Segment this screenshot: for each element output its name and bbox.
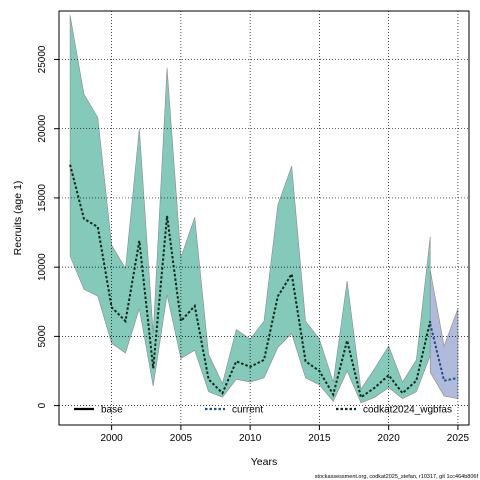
y-tick-label-10000: 10000 — [37, 253, 48, 281]
x-axis-title: Years — [251, 456, 277, 468]
line-codkat2024_wgbfas — [69, 164, 432, 399]
y-axis-title: Recruits (age 1) — [12, 181, 24, 256]
x-tick-label-2015: 2015 — [308, 433, 331, 444]
line-current — [429, 323, 459, 382]
x-tick-label-2020: 2020 — [378, 433, 401, 444]
band-codkat2024_wgbfas — [69, 15, 431, 404]
y-tick-label-0: 0 — [37, 402, 48, 408]
grid-lines — [59, 11, 469, 425]
plot-frame — [58, 10, 470, 426]
y-tick-label-25000: 25000 — [37, 45, 48, 73]
x-axis: 2000 2005 2010 2015 2020 2025 — [101, 425, 470, 444]
legend: base current codkat2024_wgbfas — [74, 405, 452, 416]
confidence-bands — [69, 15, 459, 404]
x-tick-label-2000: 2000 — [101, 433, 124, 444]
legend-label-base: base — [101, 405, 123, 416]
y-tick-label-15000: 15000 — [37, 184, 48, 212]
y-axis: 0 5000 10000 15000 20000 25000 — [37, 45, 59, 408]
legend-label-codkat2024_wgbfas: codkat2024_wgbfas — [363, 405, 452, 416]
footer-credit: stockassessment.org, codkat2025_stefan, … — [315, 474, 479, 480]
legend-label-current: current — [232, 405, 263, 416]
y-tick-label-20000: 20000 — [37, 114, 48, 142]
x-tick-label-2010: 2010 — [239, 433, 262, 444]
x-tick-label-2025: 2025 — [447, 433, 470, 444]
x-tick-label-2005: 2005 — [170, 433, 193, 444]
series-lines — [69, 164, 459, 399]
y-tick-label-5000: 5000 — [37, 325, 48, 348]
